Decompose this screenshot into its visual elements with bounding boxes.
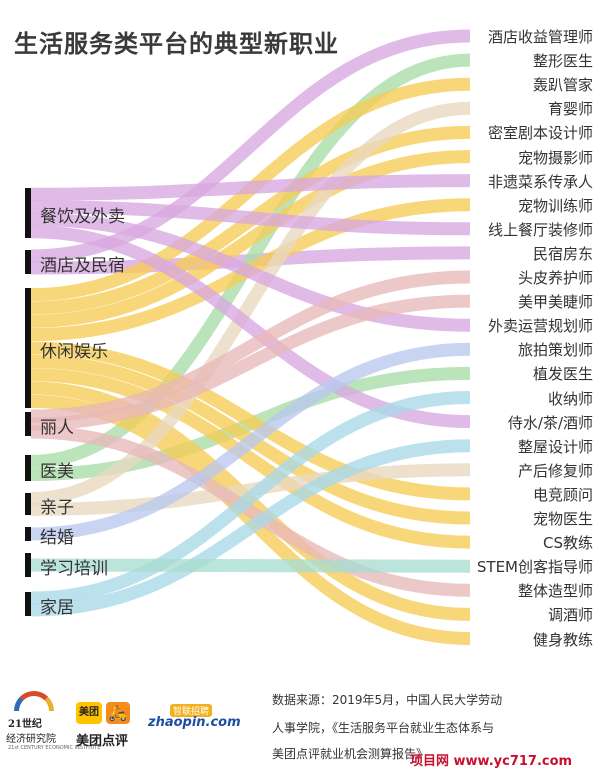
- source-node-label: 亲子: [40, 498, 74, 518]
- source-node-bar: [25, 527, 31, 541]
- source-node-bar: [25, 592, 31, 616]
- target-node-label: 宠物医生: [532, 510, 593, 528]
- flow-link: [30, 341, 471, 501]
- target-node-label: 民宿房东: [532, 244, 593, 263]
- target-node-label: 酒店收益管理师: [487, 28, 593, 46]
- source-node-label: 结婚: [40, 528, 74, 548]
- target-node-label: 非遗菜系传承人: [487, 172, 593, 191]
- sankey-diagram: [30, 29, 471, 645]
- target-node-label: 美甲美睫师: [517, 293, 593, 312]
- target-node-label: 电竞顾问: [532, 485, 593, 504]
- source-node-label: 家居: [40, 598, 74, 618]
- meituan-dianping-logo: 美团 🛵 美团点评: [76, 702, 136, 758]
- logo-21-line2: 经济研究院: [6, 734, 56, 745]
- source-node-label: 餐饮及外卖: [40, 207, 125, 227]
- zhaopin-cap: 智联招聘: [170, 704, 213, 717]
- flow-link: [30, 368, 471, 549]
- target-node-label: 宠物摄影师: [517, 148, 593, 167]
- logo-21-line3: 21st CENTURY ECONOMIC INSTITUTE: [8, 745, 101, 751]
- flow-link: [30, 558, 471, 573]
- target-node-label: 头皮养护师: [517, 269, 593, 287]
- target-node-label: 宠物训练师: [517, 196, 593, 215]
- zhaopin-logo: 智联招聘 zhaopin.com: [148, 704, 241, 739]
- target-node-label: CS教练: [543, 534, 593, 553]
- source-node-bar: [25, 493, 31, 515]
- flow-link: [30, 101, 471, 505]
- target-node-label: STEM创客指导师: [476, 558, 593, 577]
- source-node-bar: [25, 455, 31, 481]
- target-node-label: 旅拍策划师: [517, 341, 593, 360]
- target-node-label: 育婴师: [547, 100, 593, 119]
- meituan-badge: 美团: [76, 702, 102, 724]
- target-node-label: 轰趴管家: [532, 76, 593, 95]
- target-node-label: 整形医生: [532, 52, 593, 71]
- target-node-label: 健身教练: [532, 630, 593, 649]
- flow-link: [30, 174, 471, 201]
- logo-21-line1: 21世纪: [8, 719, 42, 730]
- flow-link: [30, 270, 471, 423]
- flow-link: [30, 425, 471, 597]
- target-node-label: 整屋设计师: [517, 437, 593, 456]
- dianping-icon: 🛵: [106, 702, 130, 724]
- source-node-label: 休闲娱乐: [40, 342, 108, 362]
- rainbow-arc-icon: [14, 691, 54, 711]
- source-node-bar: [25, 288, 31, 408]
- target-node-label: 密室剧本设计师: [487, 124, 593, 143]
- flow-link: [30, 342, 471, 541]
- source-node-label: 丽人: [40, 418, 74, 438]
- source-line-2: 人事学院，《生活服务平台就业生态体系与: [272, 721, 495, 735]
- target-node-label: 产后修复师: [517, 461, 593, 480]
- chart-title: 生活服务类平台的典型新职业: [14, 30, 339, 58]
- source-line-3: 美团点评就业机会测算报告》: [272, 747, 429, 761]
- target-node-label: 调酒师: [547, 606, 593, 625]
- target-node-label: 外卖运营规划师: [487, 317, 593, 336]
- watermark: 项目网 www.yc717.com: [410, 754, 573, 769]
- flow-link: [30, 391, 471, 605]
- source-node-label: 学习培训: [40, 559, 108, 579]
- zhaopin-text: zhaopin.com: [148, 715, 241, 730]
- target-node-label: 侍水/茶/酒师: [507, 413, 593, 432]
- footer: 21世纪 经济研究院 21st CENTURY ECONOMIC INSTITU…: [0, 675, 603, 771]
- flow-link: [30, 294, 471, 431]
- source-node-bar: [25, 188, 31, 238]
- source-node-label: 医美: [40, 462, 74, 482]
- flow-link: [30, 212, 471, 332]
- flow-link: [30, 439, 471, 617]
- target-node-label: 植发医生: [532, 365, 593, 384]
- source-line-1: 数据来源：2019年5月，中国人民大学劳动: [272, 693, 503, 707]
- source-node-label: 酒店及民宿: [40, 256, 125, 276]
- source-node-bar: [25, 412, 31, 436]
- flow-link: [30, 200, 471, 236]
- meituan-text: 美团点评: [76, 734, 129, 749]
- flow-link: [30, 150, 471, 328]
- 21st-century-institute-logo: 21世纪 经济研究院 21st CENTURY ECONOMIC INSTITU…: [6, 685, 100, 755]
- target-node-label: 线上餐厅装修师: [487, 220, 593, 239]
- target-node-label: 收纳师: [547, 389, 593, 408]
- target-node-label: 整体造型师: [517, 582, 593, 601]
- source-node-bar: [25, 250, 31, 274]
- source-node-bar: [25, 553, 31, 577]
